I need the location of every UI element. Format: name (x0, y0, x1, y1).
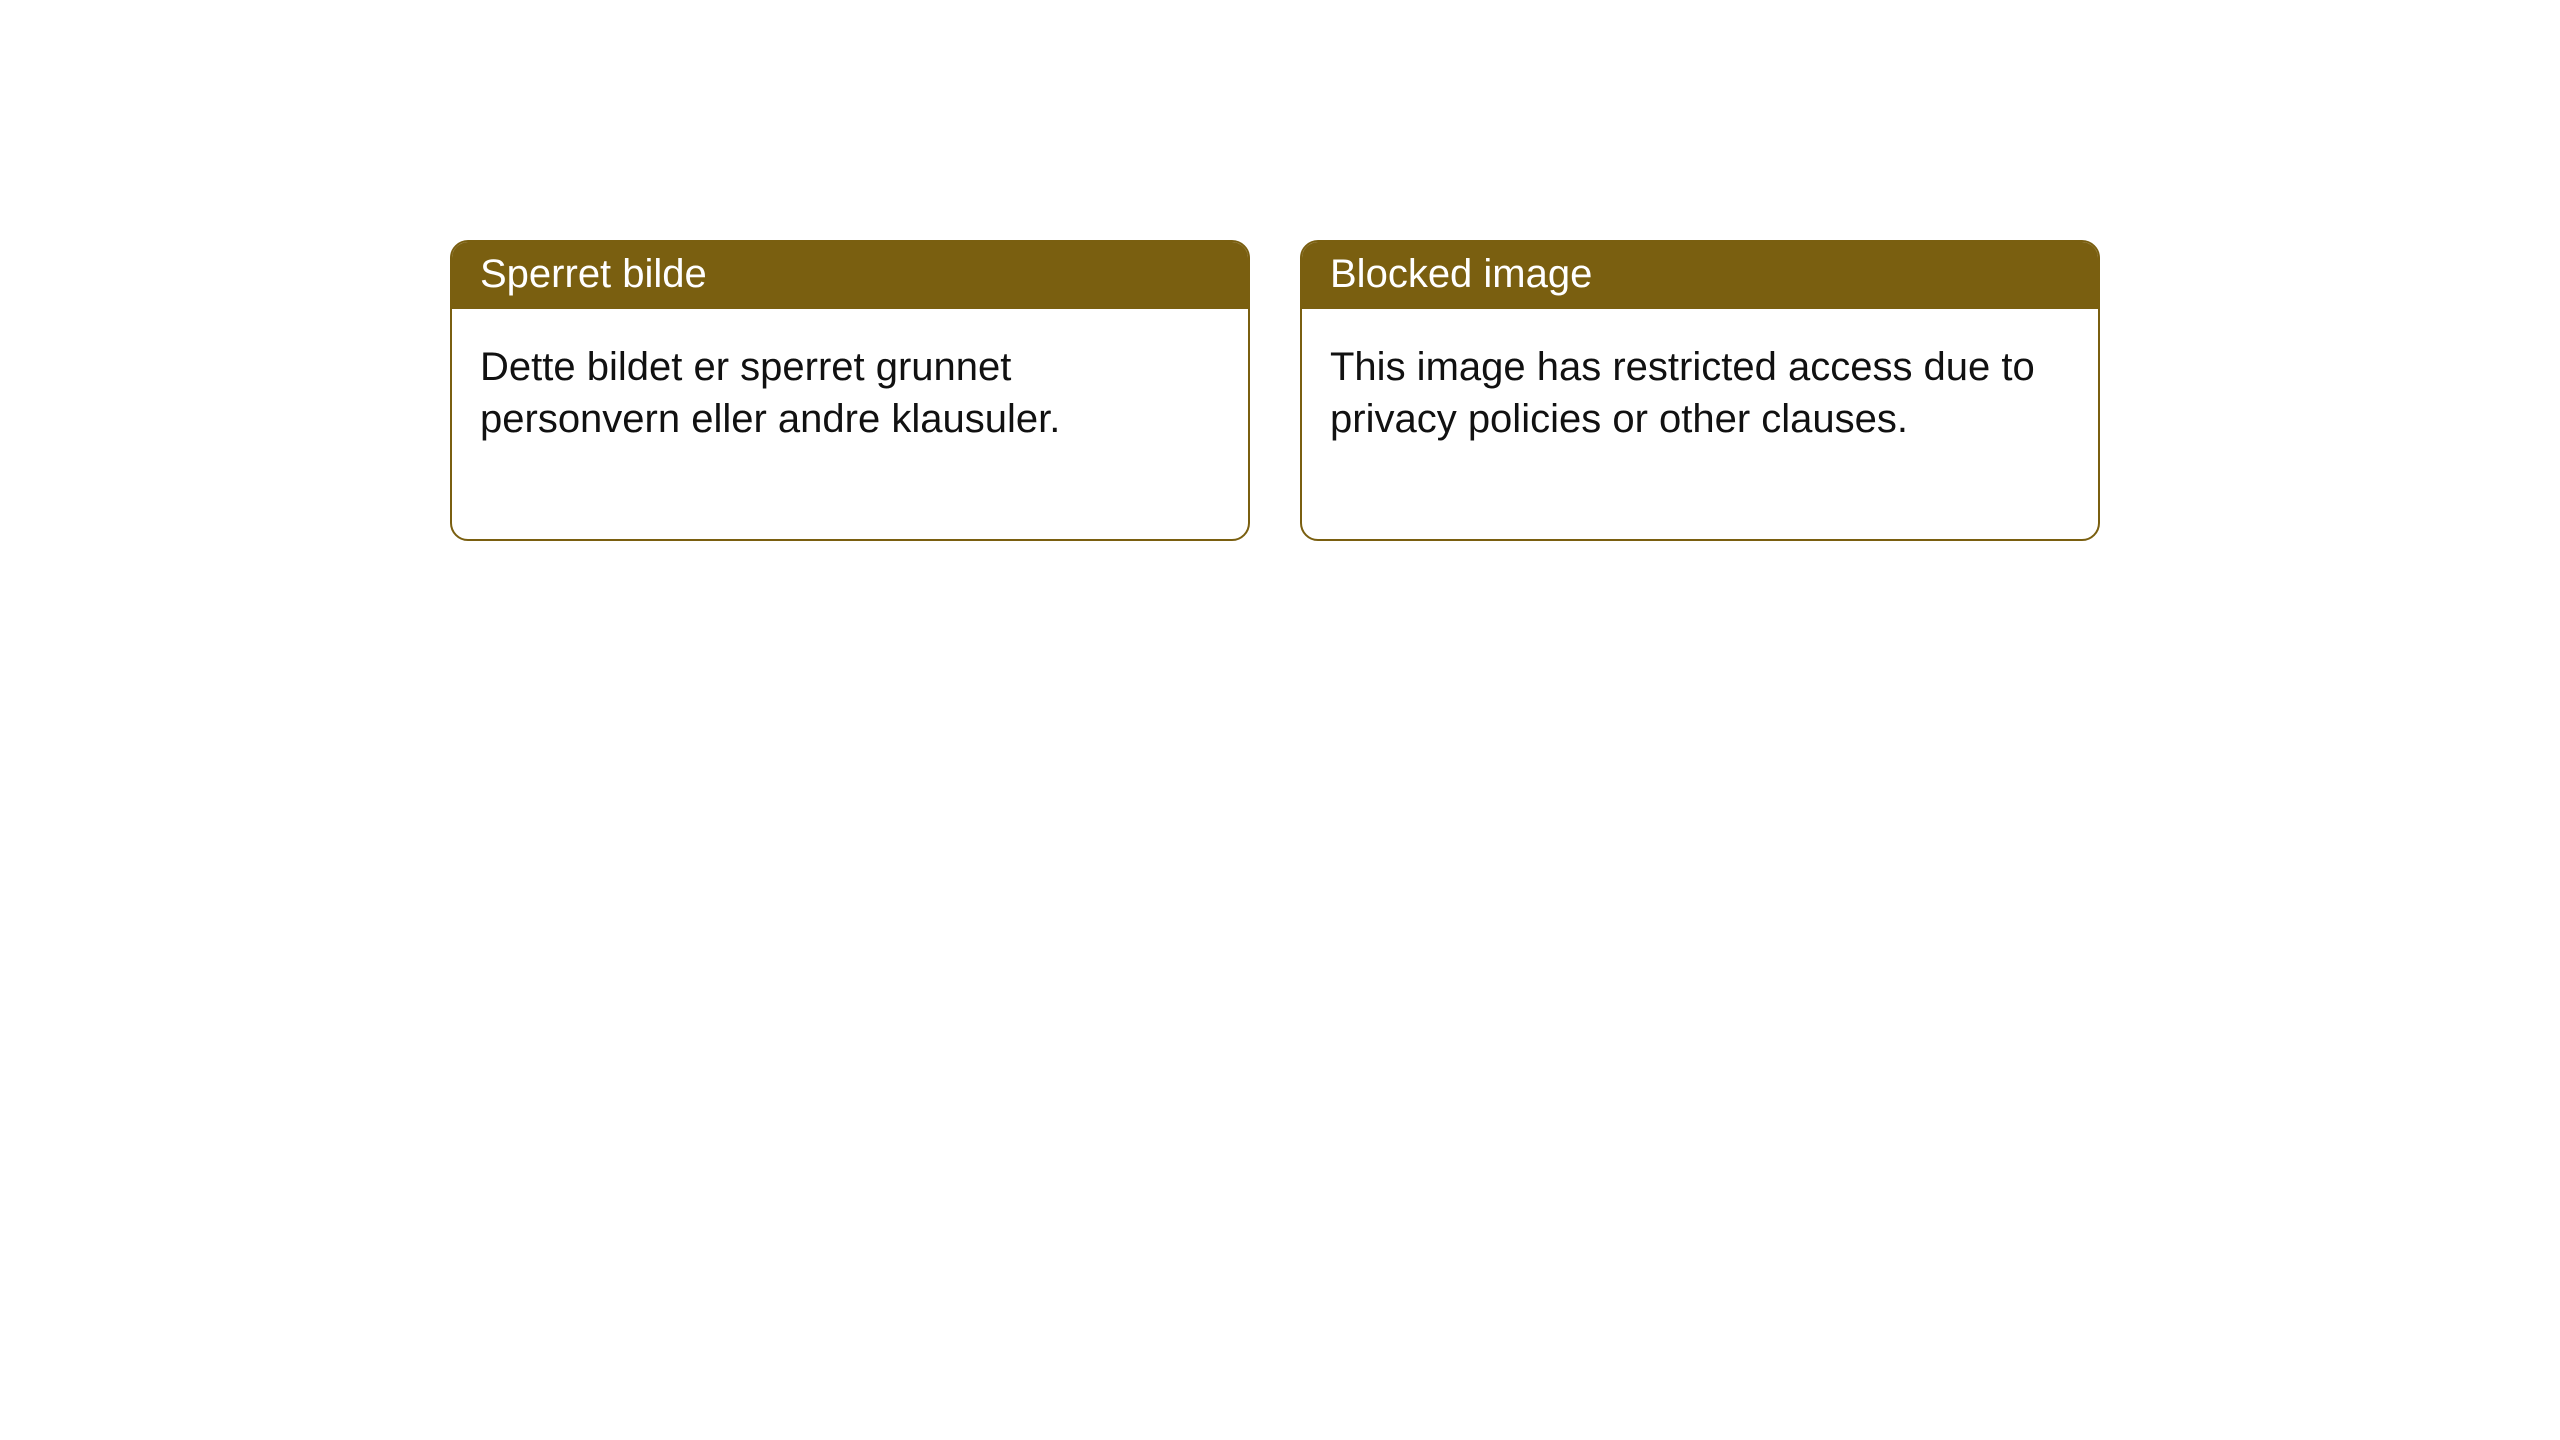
notice-card-norwegian: Sperret bilde Dette bildet er sperret gr… (450, 240, 1250, 541)
notice-card-body: This image has restricted access due to … (1302, 309, 2098, 539)
notice-card-title: Blocked image (1302, 242, 2098, 309)
page-root: Sperret bilde Dette bildet er sperret gr… (0, 0, 2560, 1440)
notice-card-body: Dette bildet er sperret grunnet personve… (452, 309, 1248, 539)
notice-card-english: Blocked image This image has restricted … (1300, 240, 2100, 541)
notice-cards-container: Sperret bilde Dette bildet er sperret gr… (450, 240, 2100, 541)
notice-card-title: Sperret bilde (452, 242, 1248, 309)
